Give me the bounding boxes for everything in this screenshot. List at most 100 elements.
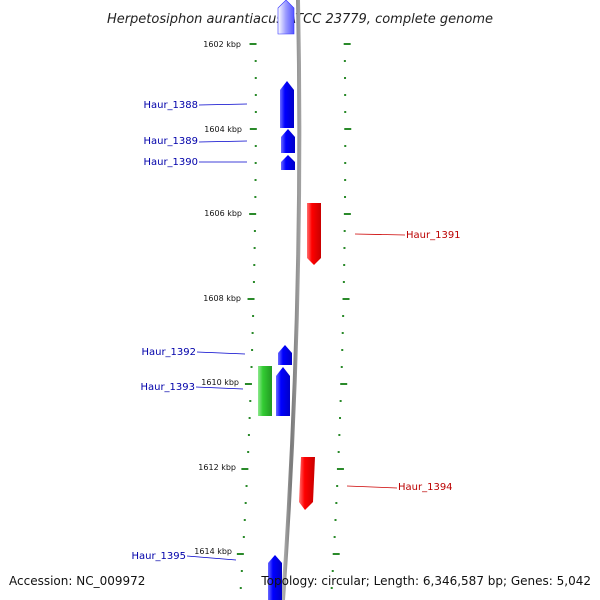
ruler-minor-tick — [344, 111, 347, 113]
leader-haur-1388 — [198, 103, 248, 106]
ruler-minor-tick — [343, 264, 346, 266]
gene-haur-1389[interactable] — [281, 129, 295, 153]
ruler-minor-tick — [342, 281, 345, 283]
ruler-minor-tick — [254, 111, 257, 113]
ruler-minor-tick — [254, 60, 257, 62]
ruler-minor-tick — [344, 162, 347, 164]
leader-haur-1395 — [186, 555, 237, 561]
accession-text: Accession: NC_009972 — [9, 574, 146, 588]
ruler-minor-tick — [343, 60, 346, 62]
ruler-minor-tick — [243, 519, 246, 521]
ruler-minor-tick — [252, 315, 255, 317]
ruler-minor-tick — [344, 94, 347, 96]
leader-haur-1394 — [346, 485, 398, 489]
leader-haur-1393 — [195, 386, 244, 390]
label-haur-1392[interactable]: Haur_1392 — [141, 347, 196, 358]
leader-haur-1392 — [196, 351, 246, 355]
ruler-minor-tick — [340, 366, 343, 368]
ruler-minor-tick — [342, 315, 345, 317]
topology-text: Topology: circular; Length: 6,346,587 bp… — [261, 574, 591, 588]
ruler-minor-tick — [252, 281, 255, 283]
ruler-major-tick — [332, 553, 340, 555]
ruler-minor-tick — [344, 145, 347, 147]
ruler-label-1614: 1614 kbp — [194, 547, 232, 556]
ruler-minor-tick — [248, 417, 251, 419]
ruler-major-tick — [236, 553, 244, 555]
label-haur-1394[interactable]: Haur_1394 — [398, 482, 453, 493]
ruler-label-1606: 1606 kbp — [204, 209, 242, 218]
label-haur-1389[interactable]: Haur_1389 — [143, 136, 198, 147]
ruler-minor-tick — [341, 349, 344, 351]
ruler-minor-tick — [245, 485, 248, 487]
gene-haur-1395[interactable] — [268, 555, 282, 600]
ruler-major-tick — [340, 383, 348, 385]
label-haur-1395[interactable]: Haur_1395 — [131, 551, 186, 562]
ruler-minor-tick — [331, 570, 334, 572]
genome-backbone — [281, 0, 302, 600]
ruler-minor-tick — [338, 434, 341, 436]
ruler-minor-tick — [253, 247, 256, 249]
label-haur-1391[interactable]: Haur_1391 — [406, 230, 461, 241]
ruler-minor-tick — [333, 536, 336, 538]
ruler-major-tick — [343, 213, 351, 215]
ruler-major-tick — [336, 468, 344, 470]
ruler-major-tick — [343, 43, 351, 45]
ruler-minor-tick — [344, 196, 347, 198]
ruler-minor-tick — [344, 179, 347, 181]
ruler-minor-tick — [343, 230, 346, 232]
ruler-major-tick — [244, 383, 252, 385]
ruler-major-tick — [342, 298, 350, 300]
ruler-major-tick — [344, 128, 352, 130]
ruler-ticks-outer — [330, 43, 352, 589]
ruler-minor-tick — [247, 434, 250, 436]
leader-haur-1391 — [354, 233, 406, 236]
ruler-minor-tick — [254, 94, 257, 96]
ruler-minor-tick — [254, 145, 257, 147]
ruler-minor-tick — [242, 536, 245, 538]
ruler-minor-tick — [343, 247, 346, 249]
label-haur-1390[interactable]: Haur_1390 — [143, 157, 198, 168]
ruler-ticks-inner — [236, 43, 257, 589]
leader-haur-1389 — [198, 140, 248, 143]
ruler-minor-tick — [239, 587, 242, 589]
ruler-minor-tick — [254, 196, 257, 198]
ruler-minor-tick — [336, 485, 339, 487]
ruler-minor-tick — [339, 400, 342, 402]
ruler-minor-tick — [337, 451, 340, 453]
ruler-minor-tick — [251, 349, 254, 351]
ruler-minor-tick — [253, 264, 256, 266]
gene-haur-1394[interactable] — [299, 457, 315, 510]
label-haur-1388[interactable]: Haur_1388 — [143, 100, 198, 111]
ruler-label-1612: 1612 kbp — [198, 463, 236, 472]
gene-haur-1392[interactable] — [278, 345, 292, 365]
ruler-label-1608: 1608 kbp — [203, 294, 241, 303]
ruler-minor-tick — [334, 519, 337, 521]
ruler-minor-tick — [335, 502, 338, 504]
ruler-minor-tick — [240, 570, 243, 572]
ruler-minor-tick — [251, 332, 254, 334]
gene-haur-1388[interactable] — [280, 81, 294, 128]
ruler-minor-tick — [253, 230, 256, 232]
gene-haur-1390[interactable] — [281, 155, 295, 170]
ruler-minor-tick — [254, 162, 257, 164]
ruler-minor-tick — [254, 77, 257, 79]
ruler-label-1604: 1604 kbp — [204, 125, 242, 134]
ruler-minor-tick — [254, 179, 257, 181]
ruler-minor-tick — [330, 587, 333, 589]
label-haur-1393[interactable]: Haur_1393 — [140, 382, 195, 393]
ruler-label-1610: 1610 kbp — [201, 378, 239, 387]
gene-top-partial[interactable] — [277, 0, 295, 35]
gene-haur-1391[interactable] — [307, 203, 321, 265]
ruler-minor-tick — [344, 77, 347, 79]
gene-haur-1393[interactable] — [258, 366, 272, 416]
ruler-minor-tick — [339, 417, 342, 419]
ruler-major-tick — [247, 298, 255, 300]
ruler-label-1602: 1602 kbp — [203, 40, 241, 49]
ruler-minor-tick — [244, 502, 247, 504]
ruler-minor-tick — [250, 366, 253, 368]
gene-haur-1393b[interactable] — [276, 367, 290, 416]
ruler-minor-tick — [249, 400, 252, 402]
ruler-major-tick — [241, 468, 249, 470]
ruler-major-tick — [249, 213, 257, 215]
